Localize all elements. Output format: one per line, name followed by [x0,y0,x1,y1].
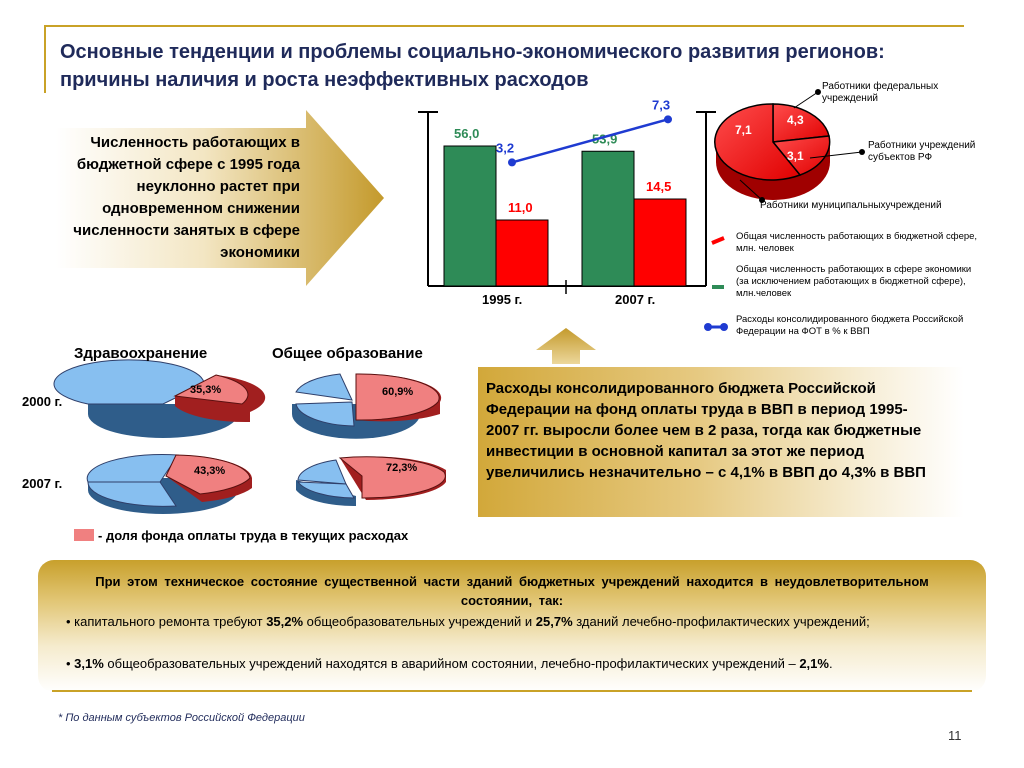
pie-health-2000: 35,3% [53,359,266,438]
bar-economy [581,150,635,287]
legend-payroll: Расходы консолидированного бюджета Росси… [736,314,964,337]
bullet-value: 2,1% [799,656,829,671]
bullet-text: • капитального ремонта требуют [66,614,267,629]
pie-label-federal-text: Работники федеральных учреждений [822,81,939,104]
pie-pointer-dot [759,197,765,203]
bar-label-budget: 11,0 [508,200,533,215]
legend-mark-dot [704,323,712,331]
bullet-text: общеобразовательных учреждений находятся… [103,656,800,671]
pie-pointer-dot [815,89,821,95]
payroll-point [664,115,672,124]
bullet-text: . [828,656,833,671]
bottom-divider [52,690,972,692]
pie-slice-federal [772,103,830,143]
bullet-value: 25,7% [535,614,573,629]
health-heading: Здравоохранение [74,345,208,362]
pie-label-federal: 4,3 [787,113,804,127]
frame-top-line [44,25,964,27]
pie-share-rest [86,453,179,483]
pie-slice-municipal [714,103,802,181]
bar-label-economy: 56,0 [454,126,479,141]
pie-value-label: 43,3% [194,465,225,477]
pie-share-rest [296,481,355,499]
payroll-label: 3,2 [496,140,514,155]
pie-education-2000: 60,9% [292,373,442,439]
footnote: * По данным субъектов Российской Федерац… [58,712,305,724]
pie-health-2007: 43,3% [86,453,252,514]
pie-label-municipal-text: Работники муниципальныхучреждений [760,200,942,211]
payroll-point [508,158,516,167]
legend-mark-budget [711,236,725,245]
pie-share-rest [295,401,355,427]
staff-pie-chart: 4,3 3,1 7,1 [714,89,865,203]
year-2007-label: 2007 г. [22,476,63,491]
pie-pointer-municipal [739,179,763,201]
year-2000-label: 2000 г. [22,394,63,409]
payroll-share-legend-swatch [74,529,94,541]
pie-label-subjects: 3,1 [787,149,804,163]
bar-label-budget: 14,5 [646,179,671,194]
trend-arrow [56,110,384,286]
pie-label-municipal: 7,1 [735,123,752,137]
pie-slice-subjects [771,135,831,176]
pie-share-rest [87,481,177,507]
education-heading: Общее образование [272,345,423,362]
pie-value-label: 35,3% [190,384,221,396]
pie-pointer-dot [859,149,865,155]
budget-note-box [478,367,964,517]
pie-value-label: 72,3% [386,462,417,474]
buildings-bullet-2: • 3,1% общеобразовательных учреждений на… [66,654,956,673]
payroll-line [511,118,669,164]
bullet-value: 3,1% [74,656,104,671]
pie-share-payroll [173,374,249,405]
bullet-value: 35,2% [266,614,304,629]
bullet-text: • [66,656,75,671]
legend-budget-staff: Общая численность работающих в бюджетной… [736,231,978,254]
category-label-2007: 2007 г. [615,292,656,307]
pie-share-rest [297,459,347,485]
legend-mark-dot [720,323,728,331]
pie-share-payroll [338,456,446,499]
pie-share-rest [295,373,353,401]
payroll-share-legend-text: - доля фонда оплаты труда в текущих расх… [98,528,409,543]
pie-share-payroll [355,373,440,421]
pie-share-payroll [165,454,251,495]
page-title: Основные тенденции и проблемы социально-… [60,38,990,94]
buildings-condition-heading: При этом техническое состояние существен… [95,574,929,608]
up-arrow [536,328,596,364]
page-number: 11 [948,728,962,743]
pie-value-label: 60,9% [382,386,413,398]
payroll-label: 7,3 [652,97,670,112]
title-line-1: Основные тенденции и проблемы социально-… [60,41,885,63]
pie-pointer-subjects [809,151,863,159]
pie-pointer-federal [793,91,819,109]
pie-share-rest [53,359,205,405]
bullet-text: зданий лечебно-профилактических учрежден… [572,614,870,629]
pie-education-2007: 72,3% [296,456,446,507]
bullet-text: общеобразовательных учреждений и [303,614,536,629]
buildings-bullet-1: • капитального ремонта требуют 35,2% общ… [66,612,956,631]
legend-economy-staff: Общая численность работающих в сфере эко… [736,264,972,299]
frame-left-line [44,25,46,93]
bar-budget [633,198,687,287]
bar-economy [443,145,497,287]
buildings-condition-box [38,560,986,692]
title-line-2: причины наличия и роста неэффективных ра… [60,69,589,91]
arrow-text: Численность работающих в бюджетной сфере… [73,134,300,261]
bar-budget [495,219,549,287]
category-label-1995: 1995 г. [482,292,523,307]
bar-chart: 56,011,053,914,53,27,3 [418,97,716,294]
budget-note-text: Расходы консолидированного бюджета Росси… [486,380,926,481]
pie-label-subjects-text: Работники учреждений субъектов РФ [868,140,976,163]
